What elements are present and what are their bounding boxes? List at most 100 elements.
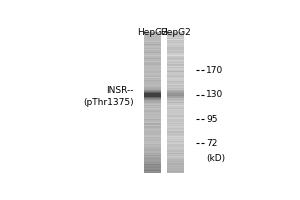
- Bar: [144, 151, 161, 152]
- Bar: [167, 112, 184, 113]
- Bar: [144, 101, 161, 102]
- Text: HepG2: HepG2: [137, 28, 168, 37]
- Bar: [167, 85, 184, 86]
- Bar: [167, 61, 184, 62]
- Bar: [144, 124, 161, 125]
- Bar: [167, 82, 184, 83]
- Bar: [144, 95, 161, 96]
- Bar: [144, 64, 161, 65]
- Bar: [144, 119, 161, 120]
- Bar: [144, 171, 161, 172]
- Bar: [144, 130, 161, 131]
- Bar: [144, 140, 161, 141]
- Bar: [144, 117, 161, 118]
- Bar: [167, 98, 184, 99]
- Text: HepG2: HepG2: [160, 28, 191, 37]
- Bar: [144, 111, 161, 112]
- Bar: [144, 74, 161, 75]
- Bar: [167, 81, 184, 82]
- Bar: [167, 46, 184, 47]
- Bar: [144, 139, 161, 140]
- Bar: [144, 129, 161, 130]
- Bar: [167, 141, 184, 142]
- Bar: [167, 172, 184, 173]
- Bar: [167, 41, 184, 42]
- Bar: [144, 52, 161, 53]
- Bar: [144, 141, 161, 142]
- Bar: [144, 158, 161, 159]
- Bar: [144, 71, 161, 72]
- Bar: [167, 103, 184, 104]
- Bar: [167, 69, 184, 70]
- Bar: [144, 132, 161, 133]
- Bar: [144, 115, 161, 116]
- Bar: [144, 94, 161, 95]
- Bar: [144, 91, 161, 92]
- Bar: [167, 33, 184, 34]
- Bar: [167, 107, 184, 108]
- Bar: [144, 76, 161, 77]
- Bar: [167, 64, 184, 65]
- Bar: [167, 171, 184, 172]
- Bar: [144, 57, 161, 58]
- Bar: [167, 76, 184, 77]
- Bar: [144, 152, 161, 153]
- Bar: [167, 70, 184, 71]
- Bar: [144, 106, 161, 107]
- Bar: [144, 127, 161, 128]
- Bar: [144, 90, 161, 91]
- Bar: [167, 148, 184, 149]
- Bar: [167, 143, 184, 144]
- Bar: [167, 43, 184, 44]
- Bar: [167, 60, 184, 61]
- Bar: [167, 160, 184, 161]
- Bar: [144, 35, 161, 36]
- Bar: [167, 167, 184, 168]
- Bar: [167, 168, 184, 169]
- Bar: [144, 81, 161, 82]
- Bar: [144, 75, 161, 76]
- Bar: [144, 114, 161, 115]
- Bar: [144, 38, 161, 39]
- Bar: [167, 54, 184, 55]
- Bar: [144, 36, 161, 37]
- Bar: [167, 130, 184, 131]
- Bar: [167, 136, 184, 137]
- Bar: [167, 40, 184, 41]
- Bar: [144, 41, 161, 42]
- Bar: [144, 68, 161, 69]
- Bar: [144, 126, 161, 127]
- Bar: [167, 71, 184, 72]
- Bar: [167, 123, 184, 124]
- Bar: [144, 83, 161, 84]
- Bar: [144, 155, 161, 156]
- Bar: [144, 78, 161, 79]
- Bar: [167, 59, 184, 60]
- Bar: [144, 109, 161, 110]
- Bar: [167, 117, 184, 118]
- Bar: [167, 113, 184, 114]
- Bar: [144, 97, 161, 98]
- Bar: [167, 92, 184, 93]
- Bar: [144, 59, 161, 60]
- Bar: [167, 127, 184, 128]
- Bar: [167, 165, 184, 166]
- Bar: [167, 58, 184, 59]
- Text: 72: 72: [206, 139, 218, 148]
- Bar: [167, 146, 184, 147]
- Bar: [167, 122, 184, 123]
- Bar: [144, 131, 161, 132]
- Bar: [167, 50, 184, 51]
- Bar: [144, 128, 161, 129]
- Bar: [144, 123, 161, 124]
- Bar: [144, 137, 161, 138]
- Bar: [144, 87, 161, 88]
- Bar: [167, 94, 184, 95]
- Bar: [167, 129, 184, 130]
- Bar: [144, 43, 161, 44]
- Bar: [167, 49, 184, 50]
- Bar: [167, 152, 184, 153]
- Bar: [167, 106, 184, 107]
- Bar: [167, 134, 184, 135]
- Bar: [167, 63, 184, 64]
